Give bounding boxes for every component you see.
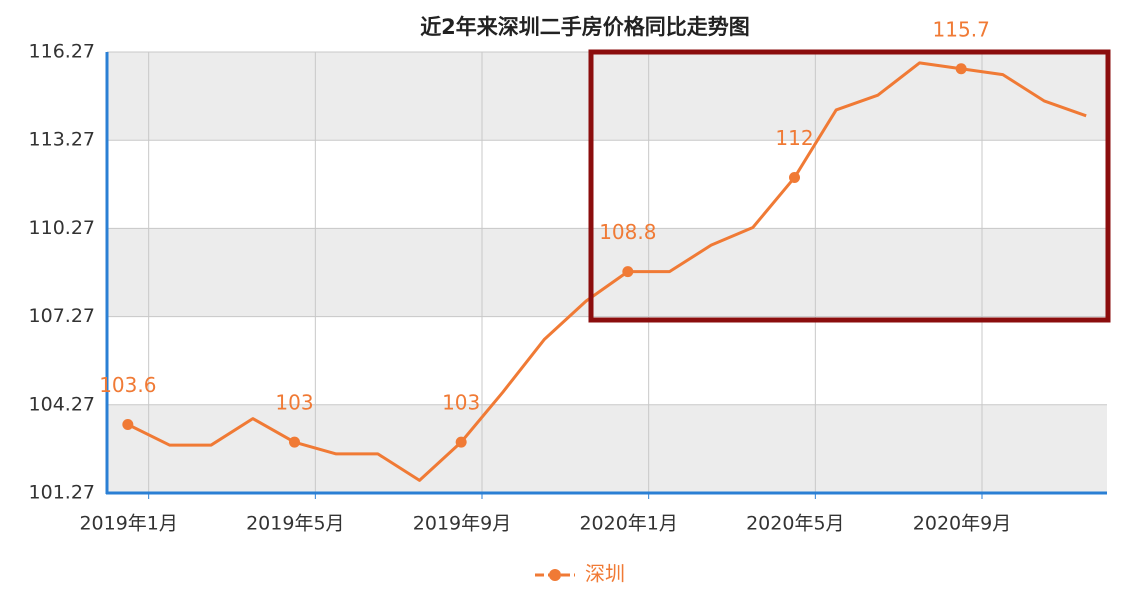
x-tick-label: 2020年5月 (746, 513, 844, 535)
highlight-box (588, 49, 1111, 323)
point (955, 63, 967, 75)
x-tick-label: 2020年1月 (579, 513, 677, 535)
y-tick-label: 101.27 (29, 482, 95, 504)
value-label: 112 (775, 126, 813, 150)
x-tick-label: 2019年5月 (246, 513, 344, 535)
value-label: 115.7 (933, 17, 990, 41)
value-label: 103 (275, 391, 313, 415)
y-tick-label: 104.27 (29, 393, 95, 415)
y-tick-label: 107.27 (29, 305, 95, 327)
legend-label: 深圳 (585, 562, 625, 586)
line (127, 61, 1087, 482)
x-tick-label: 2019年1月 (79, 513, 177, 535)
legend-marker (549, 569, 561, 581)
chart-title: 近2年来深圳二手房价格同比走势图 (420, 15, 750, 39)
y-tick-label: 116.27 (29, 41, 95, 63)
value-label: 108.8 (599, 220, 656, 244)
grid-band (107, 228, 1107, 317)
point (455, 436, 467, 448)
y-tick-label: 113.27 (29, 129, 95, 151)
point (122, 418, 134, 430)
grid-band (107, 140, 1107, 229)
value-label: 103.6 (99, 373, 156, 397)
y-tick-label: 110.27 (29, 217, 95, 239)
point (622, 266, 634, 278)
plot-area: 101.27 104.27 107.27 110.27 113.27 116.27 2019… (29, 17, 1107, 586)
x-tick-label: 2019年9月 (413, 513, 511, 535)
value-label: 103 (442, 391, 480, 415)
grid-band (107, 316, 1107, 405)
point (789, 172, 800, 184)
point (289, 436, 300, 448)
x-tick-label: 2020年9月 (913, 513, 1011, 535)
grid-band (107, 404, 1107, 493)
